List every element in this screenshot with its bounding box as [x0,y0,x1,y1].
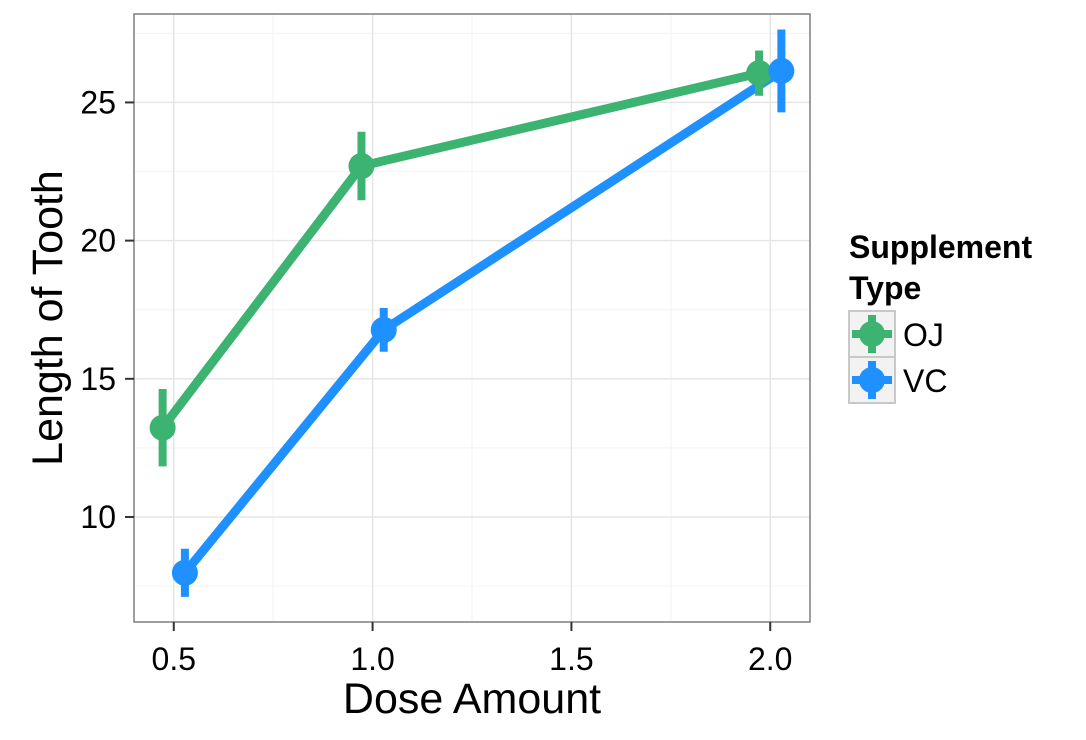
x-axis: 0.5 1.0 1.5 2.0 [152,622,792,677]
minor-gridlines [134,14,810,622]
legend-title-line2: Type [849,270,921,306]
x-tick-label: 1.5 [549,641,593,677]
plot-border [133,13,811,623]
series-layer [149,29,795,597]
y-axis-title: Length of Tooth [24,170,72,466]
data-point-OJ [746,60,773,87]
x-tick-label: 0.5 [152,641,196,677]
y-axis: 10 15 20 25 [80,84,134,535]
data-point-VC [171,559,198,586]
y-tick-label: 20 [80,223,116,259]
legend-items: OJ VC [848,310,947,404]
data-point-VC [370,316,397,343]
data-point-OJ [149,414,176,441]
legend-key-point-OJ [859,321,885,347]
x-tick-label: 2.0 [748,641,792,677]
legend-title: Supplement [849,229,1032,265]
x-tick-label: 1.0 [350,641,394,677]
legend-label-VC: VC [903,363,947,399]
x-axis-title: Dose Amount [343,675,601,723]
y-tick-label: 15 [80,361,116,397]
y-tick-label: 25 [80,84,116,120]
data-point-OJ [348,153,375,179]
legend-key-point-VC [859,367,885,393]
legend-label-OJ: OJ [903,317,944,353]
legend: Supplement Type OJ VC [848,229,1032,404]
y-tick-label: 10 [80,499,116,535]
data-point-VC [768,57,795,84]
